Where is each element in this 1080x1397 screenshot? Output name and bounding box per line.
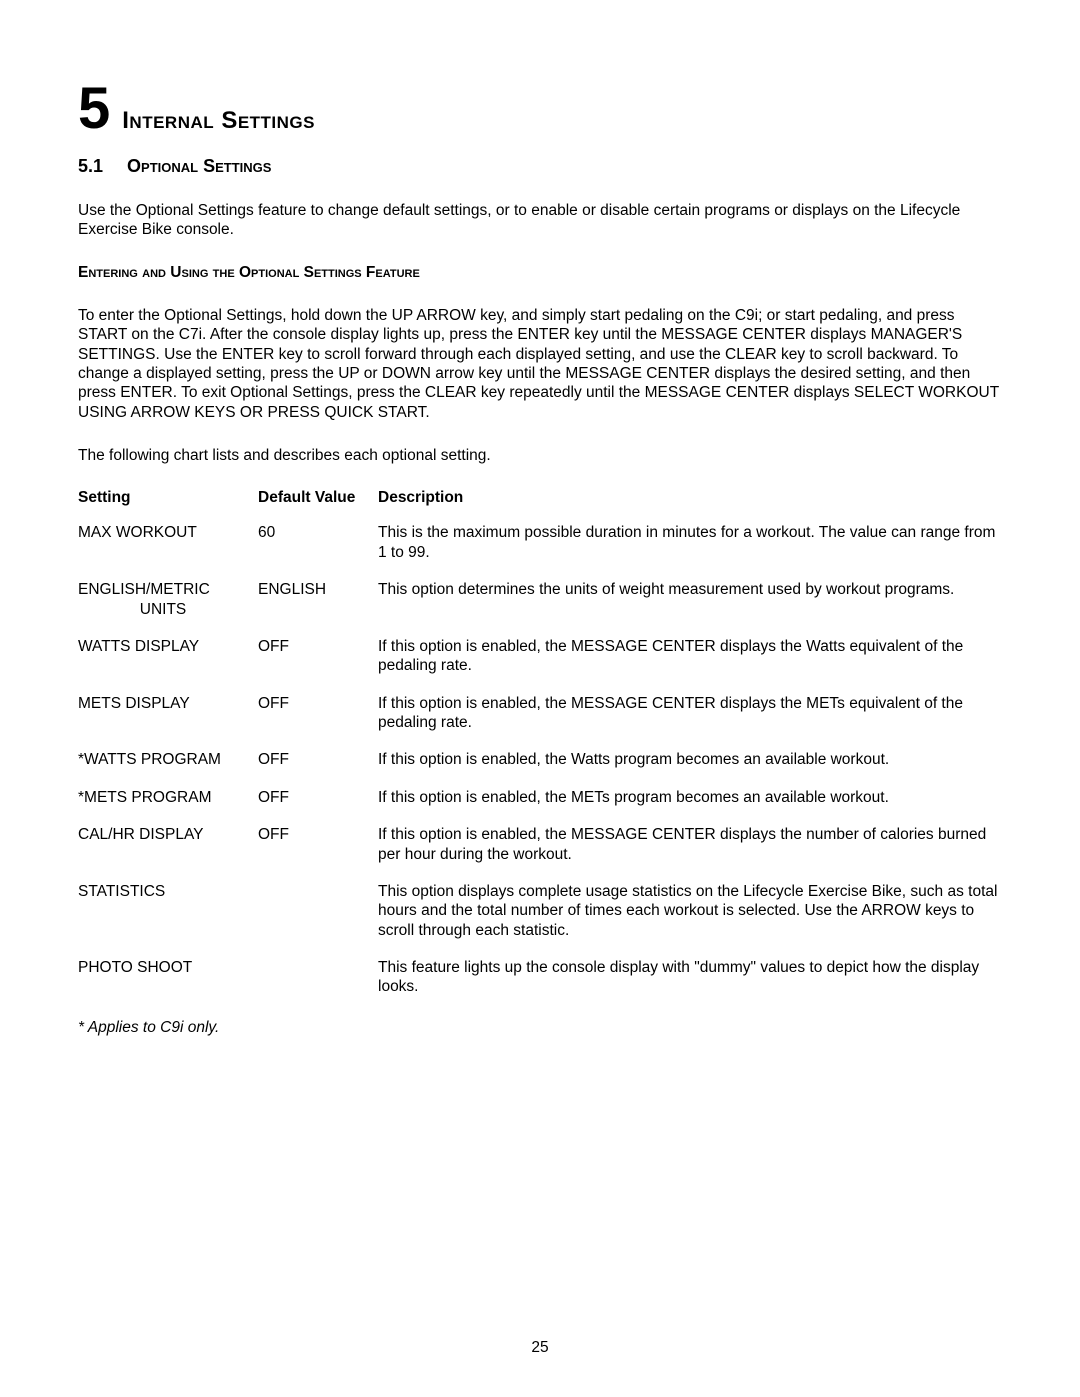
cell-description: If this option is enabled, the Watts pro… [378,750,1002,787]
cell-description: This is the maximum possible duration in… [378,523,1002,580]
cell-description: If this option is enabled, the METs prog… [378,788,1002,825]
footnote: * Applies to C9i only. [78,1019,1002,1037]
setting-line2: UNITS [78,600,248,619]
table-row: *METS PROGRAM OFF If this option is enab… [78,788,1002,825]
cell-default: OFF [258,825,378,882]
cell-setting: WATTS DISPLAY [78,637,258,694]
cell-default [258,882,378,958]
chart-intro-paragraph: The following chart lists and describes … [78,446,1002,465]
cell-default: OFF [258,788,378,825]
cell-description: If this option is enabled, the MESSAGE C… [378,637,1002,694]
chapter-number: 5 [78,80,110,138]
cell-setting: ENGLISH/METRIC UNITS [78,580,258,637]
cell-setting: MAX WORKOUT [78,523,258,580]
cell-setting: METS DISPLAY [78,694,258,751]
header-setting: Setting [78,489,258,523]
cell-default: OFF [258,637,378,694]
section-title: Optional Settings [127,156,271,177]
cell-setting: PHOTO SHOOT [78,958,258,1015]
cell-default: OFF [258,694,378,751]
cell-default: ENGLISH [258,580,378,637]
cell-description: This feature lights up the console displ… [378,958,1002,1015]
table-header-row: Setting Default Value Description [78,489,1002,523]
cell-setting: *WATTS PROGRAM [78,750,258,787]
cell-setting: STATISTICS [78,882,258,958]
intro-paragraph: Use the Optional Settings feature to cha… [78,201,1002,240]
instructions-paragraph: To enter the Optional Settings, hold dow… [78,306,1002,422]
table-row: CAL/HR DISPLAY OFF If this option is ena… [78,825,1002,882]
section-heading: 5.1 Optional Settings [78,156,1002,177]
subheading: Entering and Using the Optional Settings… [78,264,1002,282]
section-number: 5.1 [78,156,103,177]
settings-table: Setting Default Value Description MAX WO… [78,489,1002,1014]
cell-setting: *METS PROGRAM [78,788,258,825]
table-row: MAX WORKOUT 60 This is the maximum possi… [78,523,1002,580]
page-number: 25 [0,1339,1080,1357]
table-row: WATTS DISPLAY OFF If this option is enab… [78,637,1002,694]
table-row: PHOTO SHOOT This feature lights up the c… [78,958,1002,1015]
cell-setting: CAL/HR DISPLAY [78,825,258,882]
table-row: METS DISPLAY OFF If this option is enabl… [78,694,1002,751]
setting-line1: ENGLISH/METRIC [78,581,210,598]
cell-description: This option determines the units of weig… [378,580,1002,637]
cell-description: This option displays complete usage stat… [378,882,1002,958]
cell-default [258,958,378,1015]
header-default: Default Value [258,489,378,523]
cell-default: 60 [258,523,378,580]
chapter-title: Internal Settings [122,107,315,135]
table-row: *WATTS PROGRAM OFF If this option is ena… [78,750,1002,787]
table-row: STATISTICS This option displays complete… [78,882,1002,958]
table-row: ENGLISH/METRIC UNITS ENGLISH This option… [78,580,1002,637]
chapter-heading: 5 Internal Settings [78,80,1002,138]
cell-description: If this option is enabled, the MESSAGE C… [378,825,1002,882]
cell-description: If this option is enabled, the MESSAGE C… [378,694,1002,751]
header-description: Description [378,489,1002,523]
cell-default: OFF [258,750,378,787]
